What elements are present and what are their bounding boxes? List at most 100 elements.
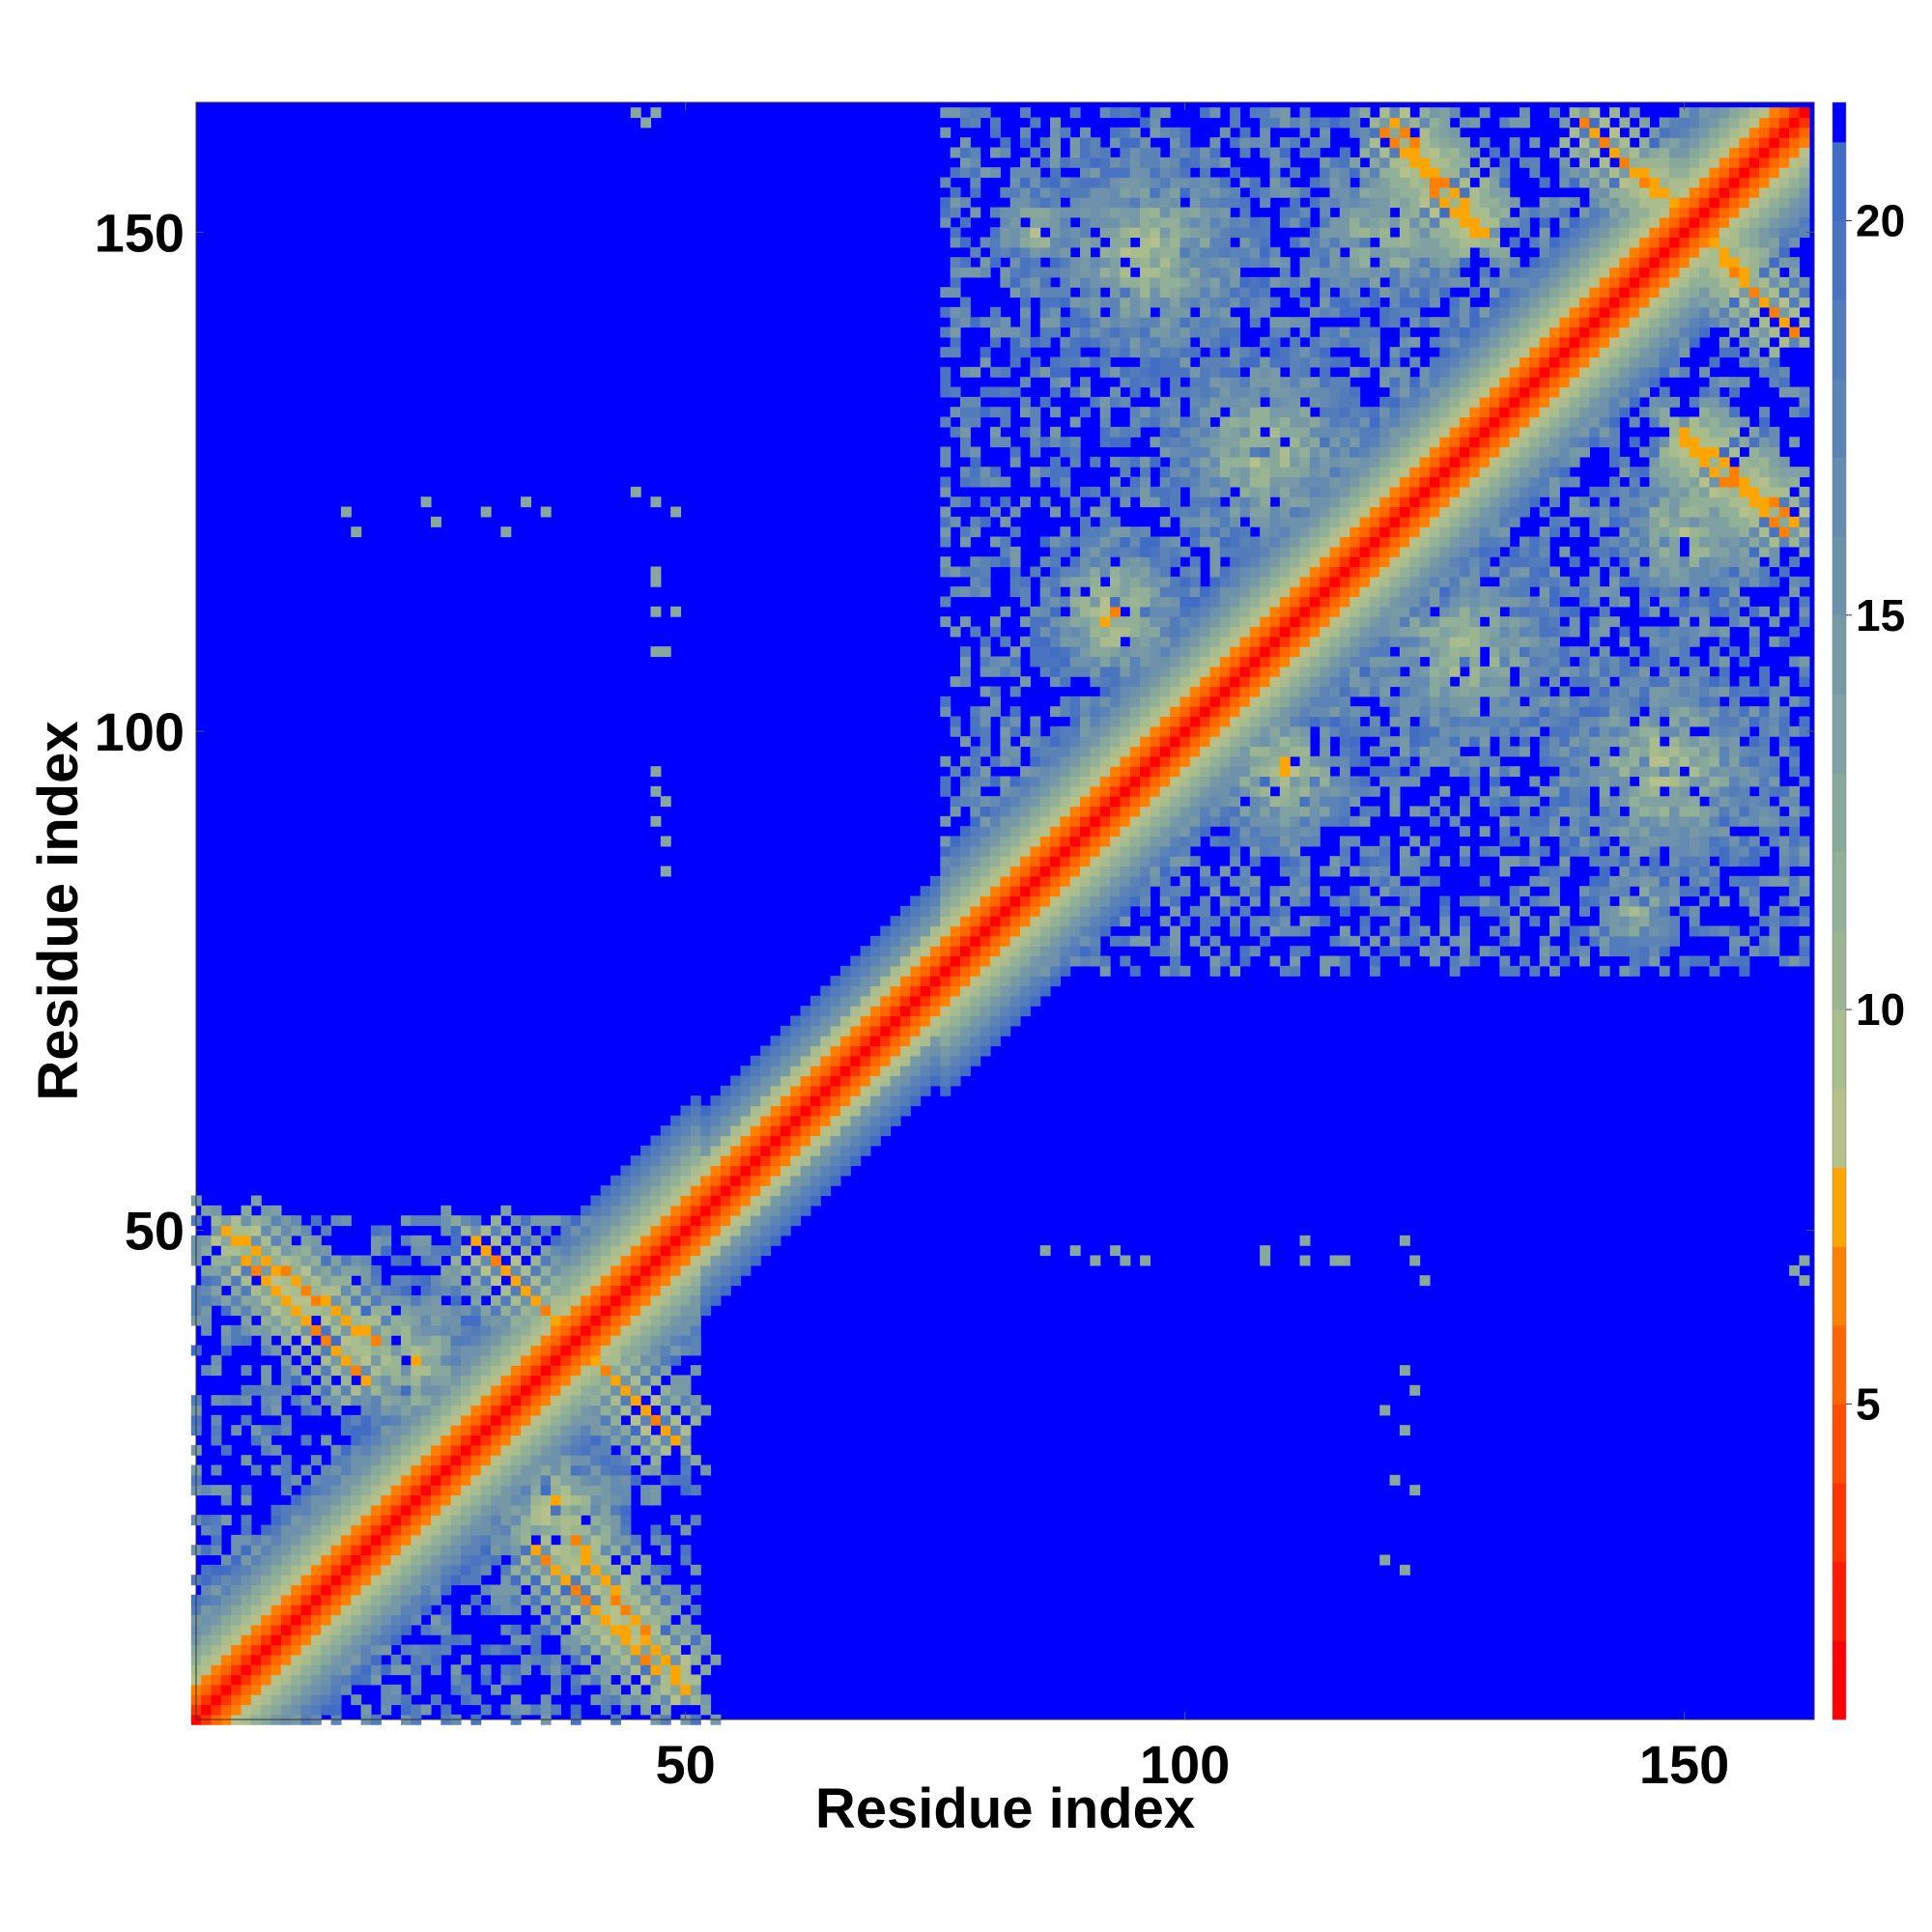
- heatmap-cell: [600, 1375, 611, 1386]
- heatmap-cell: [720, 1195, 731, 1207]
- heatmap-cell: [370, 1435, 382, 1446]
- heatmap-cell: [989, 407, 1001, 418]
- heatmap-cell: [1189, 147, 1201, 158]
- heatmap-cell: [450, 1335, 462, 1347]
- heatmap-cell: [360, 1375, 372, 1386]
- heatmap-cell: [1090, 776, 1101, 787]
- heatmap-cell: [1090, 506, 1101, 518]
- heatmap-cell: [1030, 656, 1041, 668]
- heatmap-cell: [1260, 696, 1271, 707]
- heatmap-cell: [830, 1095, 841, 1107]
- heatmap-cell: [600, 1225, 611, 1236]
- heatmap-cell: [1060, 257, 1071, 269]
- heatmap-cell: [560, 1405, 572, 1416]
- heatmap-cell: [1230, 366, 1241, 378]
- heatmap-cell: [1099, 356, 1111, 368]
- heatmap-cell: [959, 866, 971, 877]
- heatmap-cell: [1179, 796, 1191, 808]
- heatmap-cell: [261, 1605, 272, 1616]
- heatmap-cell: [899, 1075, 911, 1087]
- heatmap-cell: [351, 1395, 362, 1406]
- heatmap-cell: [1200, 785, 1211, 797]
- heatmap-cell: [700, 1145, 712, 1156]
- heatmap-cell: [760, 1095, 772, 1107]
- heatmap-cell: [1090, 546, 1101, 557]
- heatmap-cell: [390, 1275, 402, 1287]
- heatmap-cell: [1150, 815, 1161, 827]
- heatmap-cell: [1060, 437, 1071, 448]
- heatmap-cell: [351, 1264, 362, 1276]
- heatmap-cell: [1150, 626, 1161, 638]
- heatmap-cell: [660, 1594, 671, 1605]
- heatmap-cell: [211, 1545, 222, 1556]
- heatmap-cell: [351, 1324, 362, 1336]
- heatmap-cell: [770, 1175, 781, 1186]
- heatmap-cell: [989, 755, 1001, 767]
- heatmap-cell: [261, 1275, 272, 1287]
- heatmap-cell: [1090, 886, 1101, 897]
- heatmap-cell: [760, 1045, 772, 1057]
- heatmap-cell: [381, 1395, 392, 1406]
- heatmap-cell: [1260, 576, 1271, 587]
- heatmap-cell: [330, 1324, 342, 1336]
- heatmap-cell: [1200, 186, 1211, 198]
- heatmap-cell: [261, 1294, 272, 1306]
- heatmap-cell: [660, 1644, 671, 1656]
- heatmap-cell: [1020, 127, 1031, 138]
- heatmap-cell: [540, 506, 552, 518]
- heatmap-cell: [880, 946, 892, 957]
- heatmap-cell: [989, 1025, 1001, 1037]
- heatmap-cell: [400, 1545, 412, 1556]
- heatmap-cell: [1129, 845, 1141, 857]
- heatmap-cell: [670, 1285, 682, 1296]
- heatmap-cell: [940, 815, 952, 827]
- heatmap-cell: [690, 1694, 701, 1706]
- heatmap-cell: [1189, 696, 1201, 707]
- heatmap-cell: [400, 1515, 412, 1526]
- heatmap-cell: [1090, 177, 1101, 188]
- heatmap-cell: [491, 1345, 501, 1356]
- heatmap-cell: [1260, 755, 1271, 767]
- heatmap-cell: [581, 1614, 592, 1626]
- heatmap-cell: [231, 1624, 242, 1635]
- heatmap-cell: [1090, 736, 1101, 748]
- heatmap-cell: [1179, 725, 1191, 737]
- heatmap-cell: [291, 1494, 302, 1506]
- heatmap-cell: [310, 1674, 322, 1686]
- heatmap-cell: [710, 1294, 722, 1306]
- heatmap-cell: [201, 1664, 213, 1676]
- heatmap-cell: [1000, 416, 1011, 428]
- heatmap-cell: [360, 1584, 372, 1596]
- heatmap-cell: [640, 1375, 652, 1386]
- heatmap-cell: [929, 955, 941, 967]
- heatmap-cell: [1080, 826, 1091, 838]
- heatmap-cell: [360, 1614, 372, 1626]
- heatmap-cell: [330, 1684, 342, 1695]
- heatmap-cell: [231, 1215, 242, 1227]
- heatmap-cell: [1060, 467, 1071, 478]
- heatmap-cell: [980, 946, 991, 957]
- heatmap-cell: [1159, 556, 1171, 568]
- heatmap-cell: [950, 886, 961, 897]
- heatmap-cell: [540, 1435, 552, 1446]
- heatmap-cell: [1090, 806, 1101, 817]
- heatmap-cell: [1069, 886, 1081, 897]
- heatmap-cell: [1020, 806, 1031, 817]
- heatmap-cell: [830, 1135, 841, 1147]
- heatmap-cell: [1120, 886, 1131, 897]
- heatmap-cell: [1039, 306, 1051, 318]
- heatmap-cell: [1000, 955, 1011, 967]
- heatmap-cell: [980, 706, 991, 718]
- heatmap-cell: [1009, 836, 1021, 847]
- heatmap-cell: [1269, 626, 1281, 638]
- heatmap-cell: [1090, 276, 1101, 288]
- heatmap-cell: [1170, 137, 1181, 149]
- heatmap-cell: [1069, 815, 1081, 827]
- heatmap-cell: [211, 1225, 222, 1236]
- heatmap-cell: [970, 866, 981, 877]
- heatmap-cell: [680, 1294, 692, 1306]
- heatmap-cell: [321, 1315, 332, 1326]
- heatmap-cell: [980, 686, 991, 697]
- heatmap-cell: [680, 1384, 692, 1396]
- heatmap-cell: [1140, 306, 1151, 318]
